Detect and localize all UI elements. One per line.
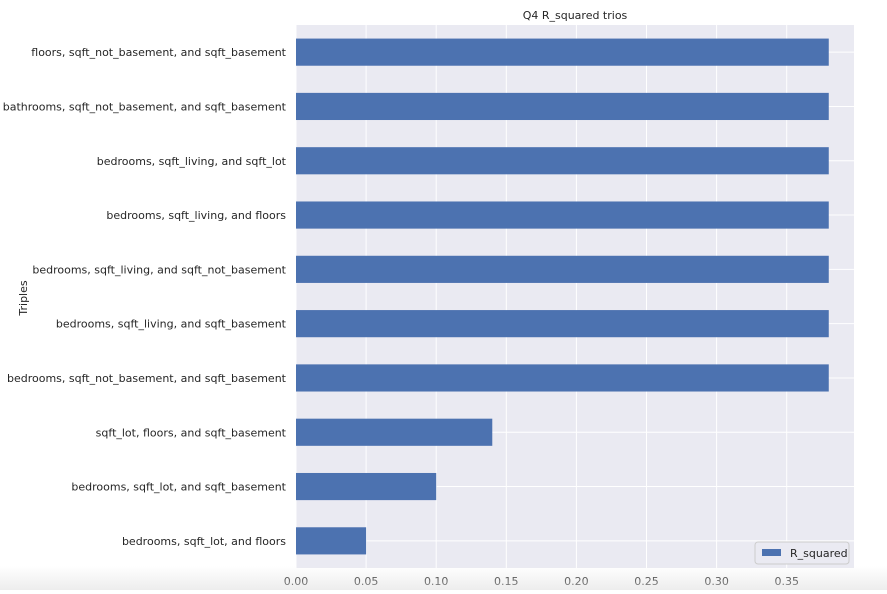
y-tick-label: bedrooms, sqft_not_basement, and sqft_ba… <box>7 372 287 385</box>
y-tick-label: bedrooms, sqft_living, and sqft_not_base… <box>32 263 286 276</box>
bar <box>296 38 829 66</box>
x-tick-label: 0.25 <box>634 575 659 588</box>
y-tick-label: bedrooms, sqft_living, and sqft_basement <box>56 318 287 331</box>
y-tick-label: bedrooms, sqft_living, and sqft_lot <box>97 155 287 168</box>
bar <box>296 310 829 338</box>
bar <box>296 147 829 175</box>
x-tick-labels: 0.00 0.05 0.10 0.15 0.20 0.25 0.30 0.35 <box>284 575 799 588</box>
bar <box>296 201 829 229</box>
legend-swatch <box>762 549 781 556</box>
legend-label: R_squared <box>790 547 848 560</box>
bars <box>296 38 829 555</box>
chart-title: Q4 R_squared trios <box>523 9 628 22</box>
bar <box>296 92 829 121</box>
legend: R_squared <box>754 541 850 565</box>
y-tick-label: sqft_lot, floors, and sqft_basement <box>96 426 287 439</box>
y-tick-label: floors, sqft_not_basement, and sqft_base… <box>31 46 286 59</box>
bar <box>296 418 493 446</box>
y-tick-labels: floors, sqft_not_basement, and sqft_base… <box>3 46 287 548</box>
x-tick-label: 0.20 <box>564 575 589 588</box>
x-tick-label: 0.00 <box>284 575 309 588</box>
bar <box>296 527 367 555</box>
x-tick-label: 0.35 <box>774 575 799 588</box>
y-tick-label: bedrooms, sqft_living, and floors <box>106 209 286 222</box>
x-tick-label: 0.15 <box>494 575 519 588</box>
x-tick-label: 0.10 <box>424 575 449 588</box>
x-tick-label: 0.05 <box>354 575 379 588</box>
y-tick-label: bedrooms, sqft_lot, and sqft_basement <box>71 481 286 494</box>
y-tick-label: bedrooms, sqft_lot, and floors <box>122 535 286 548</box>
x-tick-label: 0.30 <box>704 575 729 588</box>
y-tick-label: bathrooms, sqft_not_basement, and sqft_b… <box>3 100 287 113</box>
bar <box>296 472 437 501</box>
legend-box <box>754 541 850 565</box>
y-axis-label: Triples <box>17 280 30 316</box>
bar <box>296 364 829 392</box>
bar <box>296 255 829 283</box>
